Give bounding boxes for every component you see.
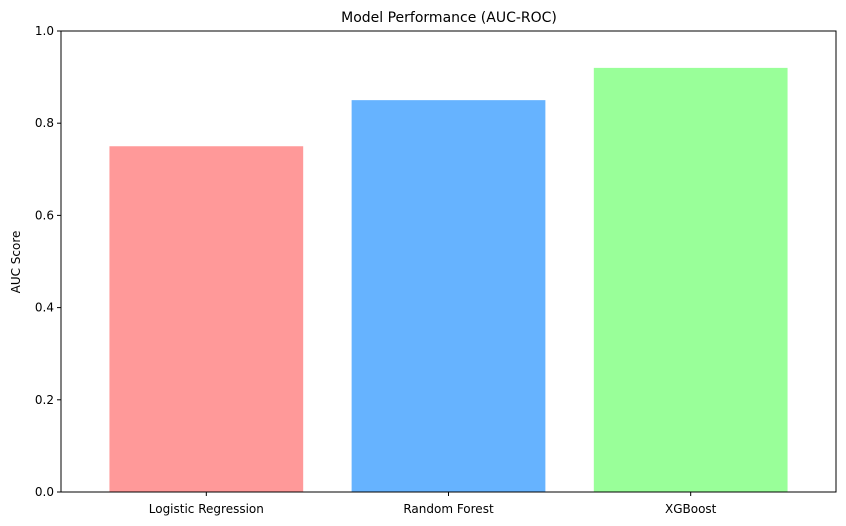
x-tick-label: Random Forest bbox=[403, 502, 494, 516]
y-axis-label: AUC Score bbox=[9, 231, 23, 294]
bar-xgboost bbox=[593, 67, 788, 492]
y-tick-label: 0.4 bbox=[35, 301, 54, 315]
y-tick-label: 0.0 bbox=[35, 485, 54, 499]
y-tick-label: 0.8 bbox=[35, 116, 54, 130]
bars-layer bbox=[109, 67, 788, 493]
y-ticks-layer: 0.0 0.2 0.4 0.6 0.8 1.0 bbox=[35, 24, 61, 499]
x-tick-label: XGBoost bbox=[665, 502, 717, 516]
bar-random-forest bbox=[351, 100, 546, 493]
x-tick-label: Logistic Regression bbox=[149, 502, 264, 516]
y-tick-label: 0.2 bbox=[35, 393, 54, 407]
y-tick-label: 0.6 bbox=[35, 208, 54, 222]
bar-logistic-regression bbox=[109, 146, 304, 492]
chart-title: Model Performance (AUC-ROC) bbox=[341, 10, 557, 26]
x-ticks-layer: Logistic Regression Random Forest XGBoost bbox=[149, 492, 717, 516]
y-tick-label: 1.0 bbox=[35, 24, 54, 38]
